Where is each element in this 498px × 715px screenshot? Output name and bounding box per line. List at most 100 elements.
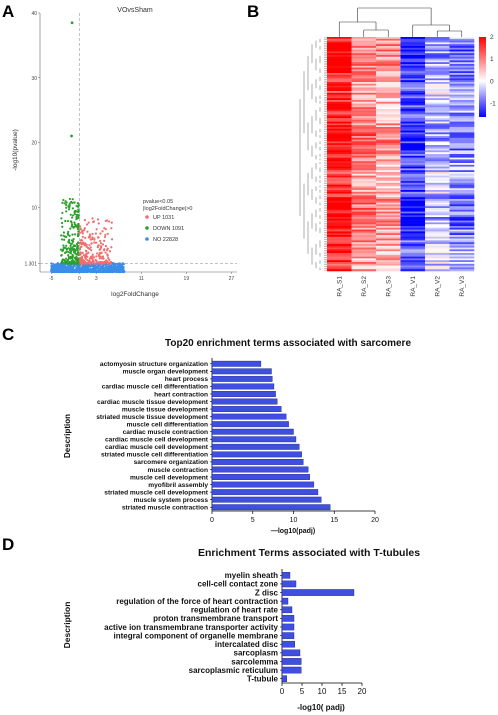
barC-body-category-label: muscle contraction: [148, 467, 208, 474]
heatmap-cell: [327, 258, 352, 261]
heatmap-cell: [376, 218, 401, 221]
heatmap-cell: [376, 73, 401, 76]
heatmap-cell: [449, 49, 475, 52]
heatmap-cell: [351, 204, 377, 207]
heatmap-cell: [376, 202, 401, 205]
heatmap-cell: [449, 159, 475, 162]
volcano-point-up: [92, 220, 95, 223]
volcano-point-no: [110, 266, 113, 269]
heatmap-cell: [351, 161, 377, 164]
volcano-point-up: [87, 261, 90, 264]
volcano-point-no: [112, 266, 115, 269]
heatmap-cell: [376, 92, 401, 95]
heatmap-cell: [400, 46, 426, 49]
heatmap-cell: [327, 256, 352, 259]
heatmap-cell: [400, 159, 426, 162]
heatmap-cell: [449, 92, 475, 95]
heatmap-cell: [351, 121, 377, 124]
volcano-point-up: [91, 238, 94, 241]
heatmap-cell: [351, 89, 377, 92]
heatmap-cell: [400, 146, 426, 149]
volcano-point-no: [90, 270, 93, 273]
heatmap-cell: [376, 89, 401, 92]
heatmap-cell: [400, 235, 426, 238]
heatmap-cell: [376, 249, 401, 252]
heatmap-cell: [449, 197, 475, 200]
heatmap-cell: [376, 58, 401, 61]
heatmap-cell: [327, 177, 352, 180]
heatmap-cell: [400, 256, 426, 259]
barC-body-bar: [211, 421, 289, 428]
volcano-point-no: [56, 270, 59, 273]
volcano-point-no: [115, 270, 118, 274]
heatmap-cell: [376, 227, 401, 230]
heatmap-cell: [400, 184, 426, 187]
volcano-point-down: [67, 208, 71, 211]
volcano-point-up: [80, 245, 83, 248]
volcano-legend-swatch: [145, 226, 149, 230]
heatmap-cell: [351, 94, 377, 97]
heatmap-cell: [327, 172, 352, 175]
heatmap-cell: [376, 136, 401, 139]
heatmap-cell: [376, 220, 401, 223]
heatmap-cell: [327, 96, 352, 99]
heatmap-cell: [351, 217, 377, 220]
heatmap-cell: [400, 40, 426, 43]
heatmap-cell: [376, 152, 401, 155]
barD-body-category-label: intercalated disc: [215, 640, 279, 649]
volcano-point-up: [106, 249, 109, 252]
heatmap-cell: [376, 116, 401, 119]
heatmap-cell: [327, 80, 352, 83]
heatmap-cell: [327, 58, 352, 61]
volcano-point-down: [62, 198, 65, 202]
heatmap-cell: [376, 229, 401, 232]
heatmap-cell: [425, 74, 450, 77]
heatmap-cell: [425, 267, 450, 270]
heatmap-cell: [351, 137, 377, 140]
volcano-point-up: [100, 251, 103, 254]
heatmap-cell: [351, 222, 377, 225]
barD-body-bar: [281, 597, 289, 605]
barC-body-bar: [211, 391, 276, 397]
barC-body-bar: [211, 406, 282, 412]
heatmap-cell: [327, 263, 352, 266]
heatmap-cell: [449, 130, 475, 133]
volcano-point-no: [68, 266, 72, 269]
heatmap-cell: [425, 191, 450, 194]
heatmap-cell: [327, 56, 352, 59]
volcano-point-no: [62, 270, 65, 274]
heatmap-cell: [400, 143, 426, 146]
barD-body-category-label: proton transmembrane transport: [153, 614, 278, 623]
volcano-y-tick-label: 40: [31, 11, 37, 17]
heatmap-cell: [327, 148, 352, 151]
heatmap-cell: [400, 74, 426, 77]
volcano-point-down: [69, 251, 72, 255]
volcano-point-up: [91, 236, 94, 239]
heatmap-cell: [376, 247, 401, 250]
volcano-point-up: [105, 260, 108, 263]
heatmap-cell: [327, 139, 352, 142]
volcano-point-up: [90, 242, 93, 245]
heatmap-cell: [400, 199, 426, 202]
volcano-point-down: [68, 234, 71, 238]
heatmap-cell: [351, 47, 377, 50]
heatmap-cell: [400, 96, 426, 99]
heatmap-cell: [376, 51, 401, 54]
heatmap-cell: [351, 173, 377, 176]
heatmap-cell: [400, 89, 426, 92]
heatmap-cell: [327, 229, 352, 232]
heatmap-cell: [425, 85, 450, 88]
barC-body-category-label: muscle cell development: [130, 474, 209, 481]
heatmap-cell: [425, 69, 450, 72]
heatmap-cell: [449, 155, 475, 158]
volcano-point-no: [62, 266, 65, 269]
heatmap-cell: [327, 121, 352, 124]
volcano-point-up: [107, 220, 111, 223]
volcano-point-down: [73, 213, 76, 216]
heatmap-cell: [400, 170, 426, 173]
heatmap-cell: [376, 242, 401, 245]
heatmap-cell: [376, 258, 401, 261]
heatmap-cell: [400, 78, 426, 81]
heatmap-cell: [425, 73, 450, 76]
heatmap-cell: [327, 127, 352, 130]
